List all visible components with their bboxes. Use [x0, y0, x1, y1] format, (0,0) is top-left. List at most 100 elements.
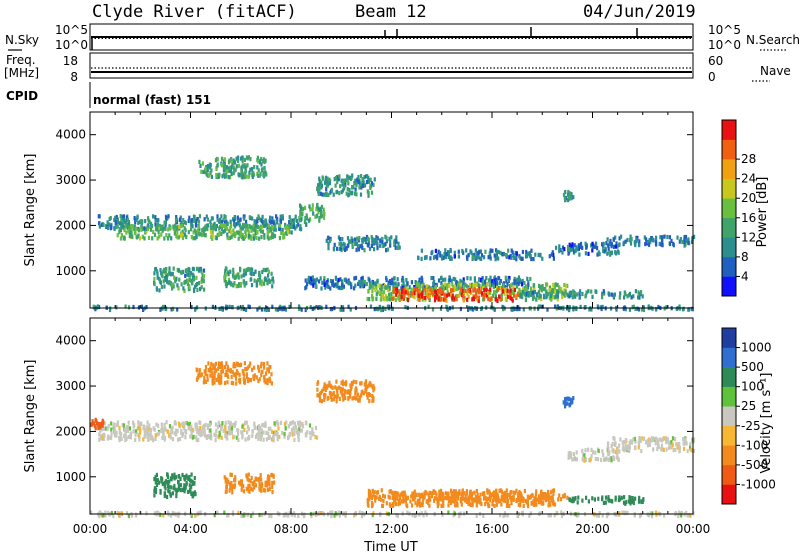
- data-cell: [188, 273, 191, 278]
- data-cell: [293, 437, 296, 442]
- data-cell: [224, 372, 227, 377]
- data-cell: [605, 241, 608, 246]
- data-cell: [611, 499, 614, 504]
- date-label: 04/Jun/2019: [583, 2, 696, 22]
- data-cell: [559, 289, 562, 294]
- data-cell: [570, 397, 573, 402]
- data-cell: [561, 295, 564, 300]
- data-cell: [284, 512, 287, 517]
- data-cell: [309, 207, 312, 212]
- colorbar-tick-label: 28: [741, 152, 756, 166]
- data-cell: [269, 215, 272, 220]
- data-cell: [448, 292, 451, 297]
- data-cell: [228, 488, 231, 493]
- data-cell: [465, 489, 468, 494]
- data-cell: [228, 368, 231, 373]
- data-cell: [392, 290, 395, 295]
- data-cell: [525, 249, 528, 255]
- data-cell: [380, 290, 383, 295]
- data-cell: [249, 277, 252, 282]
- data-cell: [575, 245, 578, 250]
- data-cell: [463, 496, 466, 501]
- data-cell: [421, 290, 424, 295]
- x-tick-label: 00:00: [676, 522, 711, 536]
- data-cell: [685, 441, 688, 446]
- data-cell: [515, 257, 518, 262]
- data-cell: [570, 192, 573, 197]
- data-cell: [661, 437, 664, 442]
- data-cell: [381, 293, 384, 299]
- data-cell: [154, 215, 157, 220]
- data-cell: [456, 286, 459, 291]
- data-cell: [607, 452, 610, 457]
- data-cell: [566, 292, 569, 297]
- data-cell: [522, 498, 525, 503]
- data-cell: [284, 231, 288, 236]
- data-cell: [529, 253, 532, 258]
- data-cell: [303, 219, 306, 224]
- data-cell: [202, 279, 205, 284]
- data-cell: [237, 272, 240, 277]
- data-cell: [471, 491, 474, 496]
- data-cell: [109, 435, 112, 441]
- data-cell: [194, 424, 197, 429]
- data-cell: [612, 436, 615, 441]
- data-cell: [498, 294, 501, 299]
- data-cell: [283, 234, 286, 239]
- data-cell: [558, 493, 561, 498]
- data-cell: [224, 220, 227, 225]
- data-cell: [174, 218, 178, 223]
- data-cell: [312, 283, 315, 288]
- data-cell: [342, 397, 345, 402]
- data-cell: [572, 452, 575, 457]
- data-cell: [390, 292, 393, 297]
- data-cell: [245, 174, 248, 179]
- data-cell: [524, 297, 527, 303]
- noise-tick-low-right: 10^0: [708, 38, 741, 52]
- data-cell: [488, 489, 491, 494]
- data-cell: [276, 220, 279, 225]
- data-cell: [91, 422, 94, 427]
- data-cell: [634, 496, 637, 501]
- data-cell: [162, 279, 165, 284]
- data-cell: [360, 174, 363, 179]
- data-cell: [183, 232, 186, 237]
- data-cell: [232, 422, 235, 427]
- data-cell: [552, 491, 555, 496]
- data-cell: [491, 502, 494, 507]
- data-cell: [537, 252, 540, 257]
- data-cell: [436, 504, 439, 509]
- data-cell: [197, 428, 200, 433]
- data-cell: [262, 171, 266, 176]
- nave-tick-low: 0: [708, 70, 716, 84]
- data-cell: [124, 438, 127, 443]
- data-cell: [495, 280, 498, 285]
- data-cell: [198, 267, 201, 272]
- data-cell: [164, 481, 167, 486]
- colorbar-tick-label: 4: [741, 269, 749, 283]
- data-cell: [447, 510, 450, 515]
- data-cell: [361, 275, 364, 280]
- data-cell: [511, 250, 514, 255]
- x-tick-label: 08:00: [274, 522, 309, 536]
- data-cell: [561, 250, 564, 255]
- data-cell: [657, 444, 660, 449]
- data-cell: [461, 496, 464, 501]
- data-cell: [147, 435, 150, 440]
- data-cell: [423, 495, 426, 500]
- data-cell: [368, 278, 371, 283]
- data-cell: [341, 379, 344, 384]
- data-cell: [260, 162, 263, 167]
- data-cell: [425, 255, 428, 260]
- data-cell: [211, 381, 214, 386]
- data-cell: [515, 284, 519, 289]
- data-cell: [385, 285, 388, 290]
- data-cell: [477, 290, 480, 295]
- data-cell: [164, 306, 167, 311]
- data-cell: [640, 290, 643, 295]
- data-cell: [323, 382, 326, 387]
- data-cell: [418, 512, 421, 517]
- data-cell: [217, 361, 220, 366]
- data-cell: [177, 268, 180, 273]
